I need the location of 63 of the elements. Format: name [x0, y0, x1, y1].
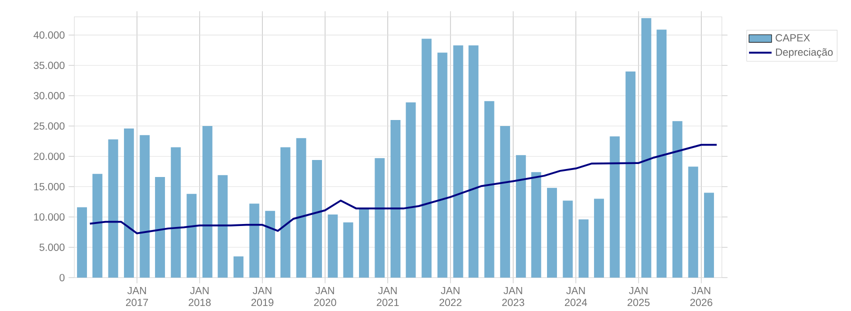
bar [484, 101, 494, 278]
x-tick-label: JAN 2020 [314, 287, 336, 306]
bar [140, 135, 150, 278]
bar [374, 158, 385, 278]
bar [296, 138, 306, 278]
x-tick-label: JAN 2018 [188, 287, 211, 306]
bar [265, 210, 276, 278]
bar [390, 120, 400, 278]
legend-label: CAPEX [776, 34, 810, 42]
y-tick-label: 25.000 [34, 122, 65, 130]
bar [641, 18, 652, 278]
bar [610, 136, 620, 278]
bar [234, 256, 244, 278]
bar [468, 45, 478, 278]
y-tick-label: 30.000 [34, 92, 65, 100]
bar [704, 192, 714, 278]
bar [437, 52, 448, 278]
bar [562, 200, 573, 278]
bar [531, 172, 542, 278]
bar [280, 147, 290, 278]
bar [155, 177, 165, 278]
bar [202, 126, 212, 278]
bar [594, 198, 604, 278]
bar [328, 214, 338, 278]
bar [170, 147, 181, 278]
legend-label: Depreciação [776, 48, 833, 58]
bar [186, 194, 197, 278]
x-tick-label: JAN 2023 [502, 287, 524, 306]
x-tick-label: JAN 2026 [690, 287, 712, 306]
bar [343, 222, 354, 278]
bar [124, 128, 134, 278]
x-tick-label: JAN 2019 [251, 287, 274, 306]
y-tick-label: 40.000 [34, 31, 65, 39]
x-tick-label: JAN 2022 [440, 287, 462, 306]
bar [108, 139, 118, 278]
bar [77, 207, 87, 278]
bar [312, 160, 322, 278]
bar [626, 72, 636, 278]
bar [672, 121, 682, 278]
bar [218, 175, 228, 278]
y-tick-label: 5.000 [40, 244, 65, 252]
y-tick-label: 15.000 [34, 183, 65, 190]
bar [249, 204, 260, 278]
x-tick-label: JAN 2024 [564, 287, 588, 306]
bar [92, 174, 102, 278]
bar [547, 188, 557, 278]
bar [453, 45, 464, 278]
y-tick-label: 10.000 [34, 213, 65, 221]
x-tick-label: JAN 2021 [376, 287, 399, 306]
bar [578, 219, 589, 278]
bar [688, 166, 698, 278]
x-tick-label: JAN 2025 [628, 287, 650, 306]
x-tick-label: JAN 2017 [126, 287, 148, 306]
bar [500, 126, 510, 278]
bar [406, 102, 416, 278]
bar [516, 155, 526, 278]
bar [422, 38, 432, 278]
bar [359, 208, 369, 278]
y-tick-label: 0 [60, 274, 65, 282]
line-series [88, 144, 718, 234]
y-tick-label: 20.000 [34, 152, 65, 160]
bar [656, 30, 667, 278]
y-tick-label: 35.000 [34, 62, 65, 70]
